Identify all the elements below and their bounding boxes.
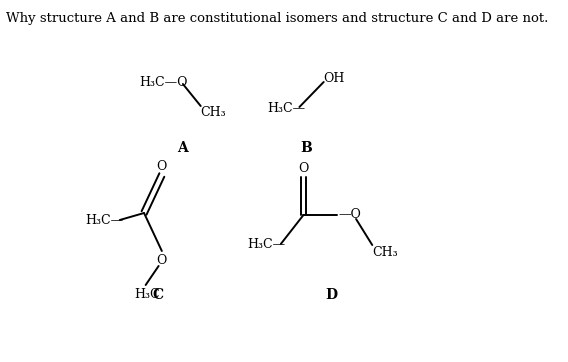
Text: H₃C—: H₃C— (247, 239, 285, 252)
Text: —O: —O (339, 209, 361, 222)
Text: H₃C—O: H₃C—O (139, 76, 187, 89)
Text: CH₃: CH₃ (372, 247, 398, 260)
Text: H₃C—: H₃C— (85, 214, 123, 227)
Text: H₃C: H₃C (134, 289, 160, 302)
Text: C: C (152, 288, 164, 302)
Text: A: A (178, 141, 188, 155)
Text: CH₃: CH₃ (200, 105, 225, 118)
Text: H₃C—: H₃C— (267, 101, 305, 114)
Text: O: O (157, 254, 167, 268)
Text: D: D (325, 288, 338, 302)
Text: OH: OH (324, 72, 345, 84)
Text: B: B (300, 141, 312, 155)
Text: O: O (157, 160, 167, 173)
Text: Why structure A and B are constitutional isomers and structure C and D are not.: Why structure A and B are constitutional… (6, 12, 549, 25)
Text: O: O (298, 161, 308, 174)
